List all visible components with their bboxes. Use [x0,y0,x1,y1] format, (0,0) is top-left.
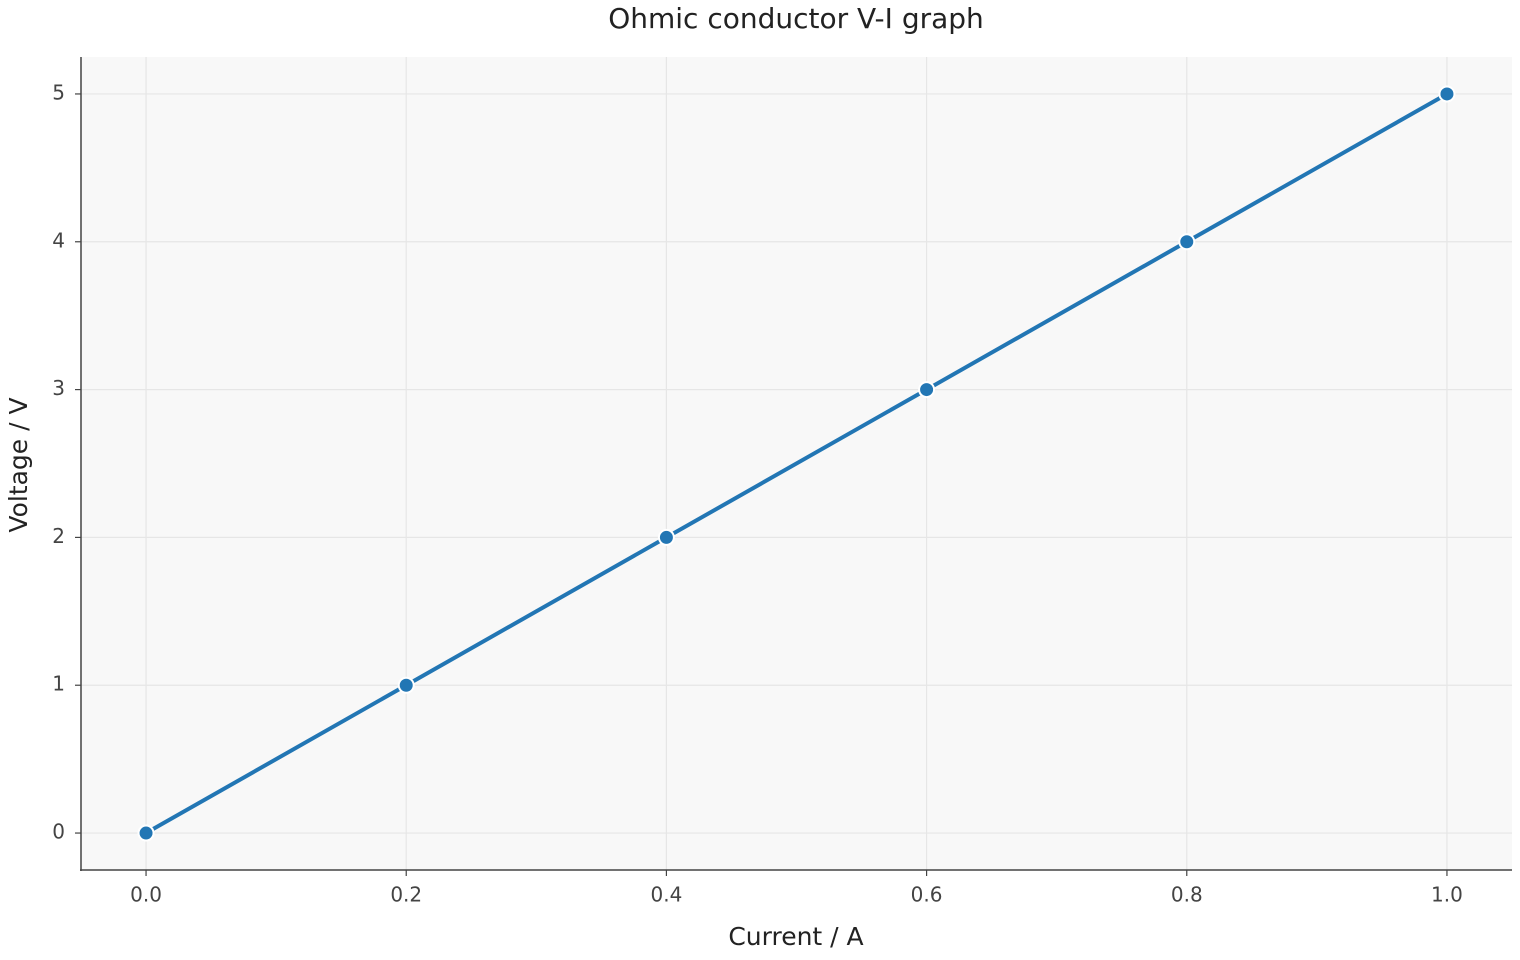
chart-title: Ohmic conductor V-I graph [608,2,984,35]
y-tick-label: 1 [52,672,65,696]
x-tick-label: 0.6 [911,883,943,907]
data-point [1438,85,1456,103]
grid [81,57,1512,870]
x-tick-label: 0.4 [651,883,683,907]
x-tick-label: 0.2 [390,883,422,907]
y-tick-label: 3 [52,376,65,400]
y-tick-label: 4 [52,228,65,252]
y-tick-label: 5 [52,80,65,104]
data-point [657,528,675,546]
x-tick-label: 1.0 [1431,883,1463,907]
y-axis-label: Voltage / V [4,397,33,532]
y-tick-label: 0 [52,820,65,844]
data-point [397,676,415,694]
x-tick-label: 0.8 [1171,883,1203,907]
data-point [918,381,936,399]
data-layer [137,85,1456,842]
x-axis-label: Current / A [728,922,863,951]
data-line [145,92,1448,835]
data-point [137,824,155,842]
x-tick-label: 0.0 [130,883,162,907]
y-tick-label: 2 [52,524,65,548]
data-point [1178,233,1196,251]
